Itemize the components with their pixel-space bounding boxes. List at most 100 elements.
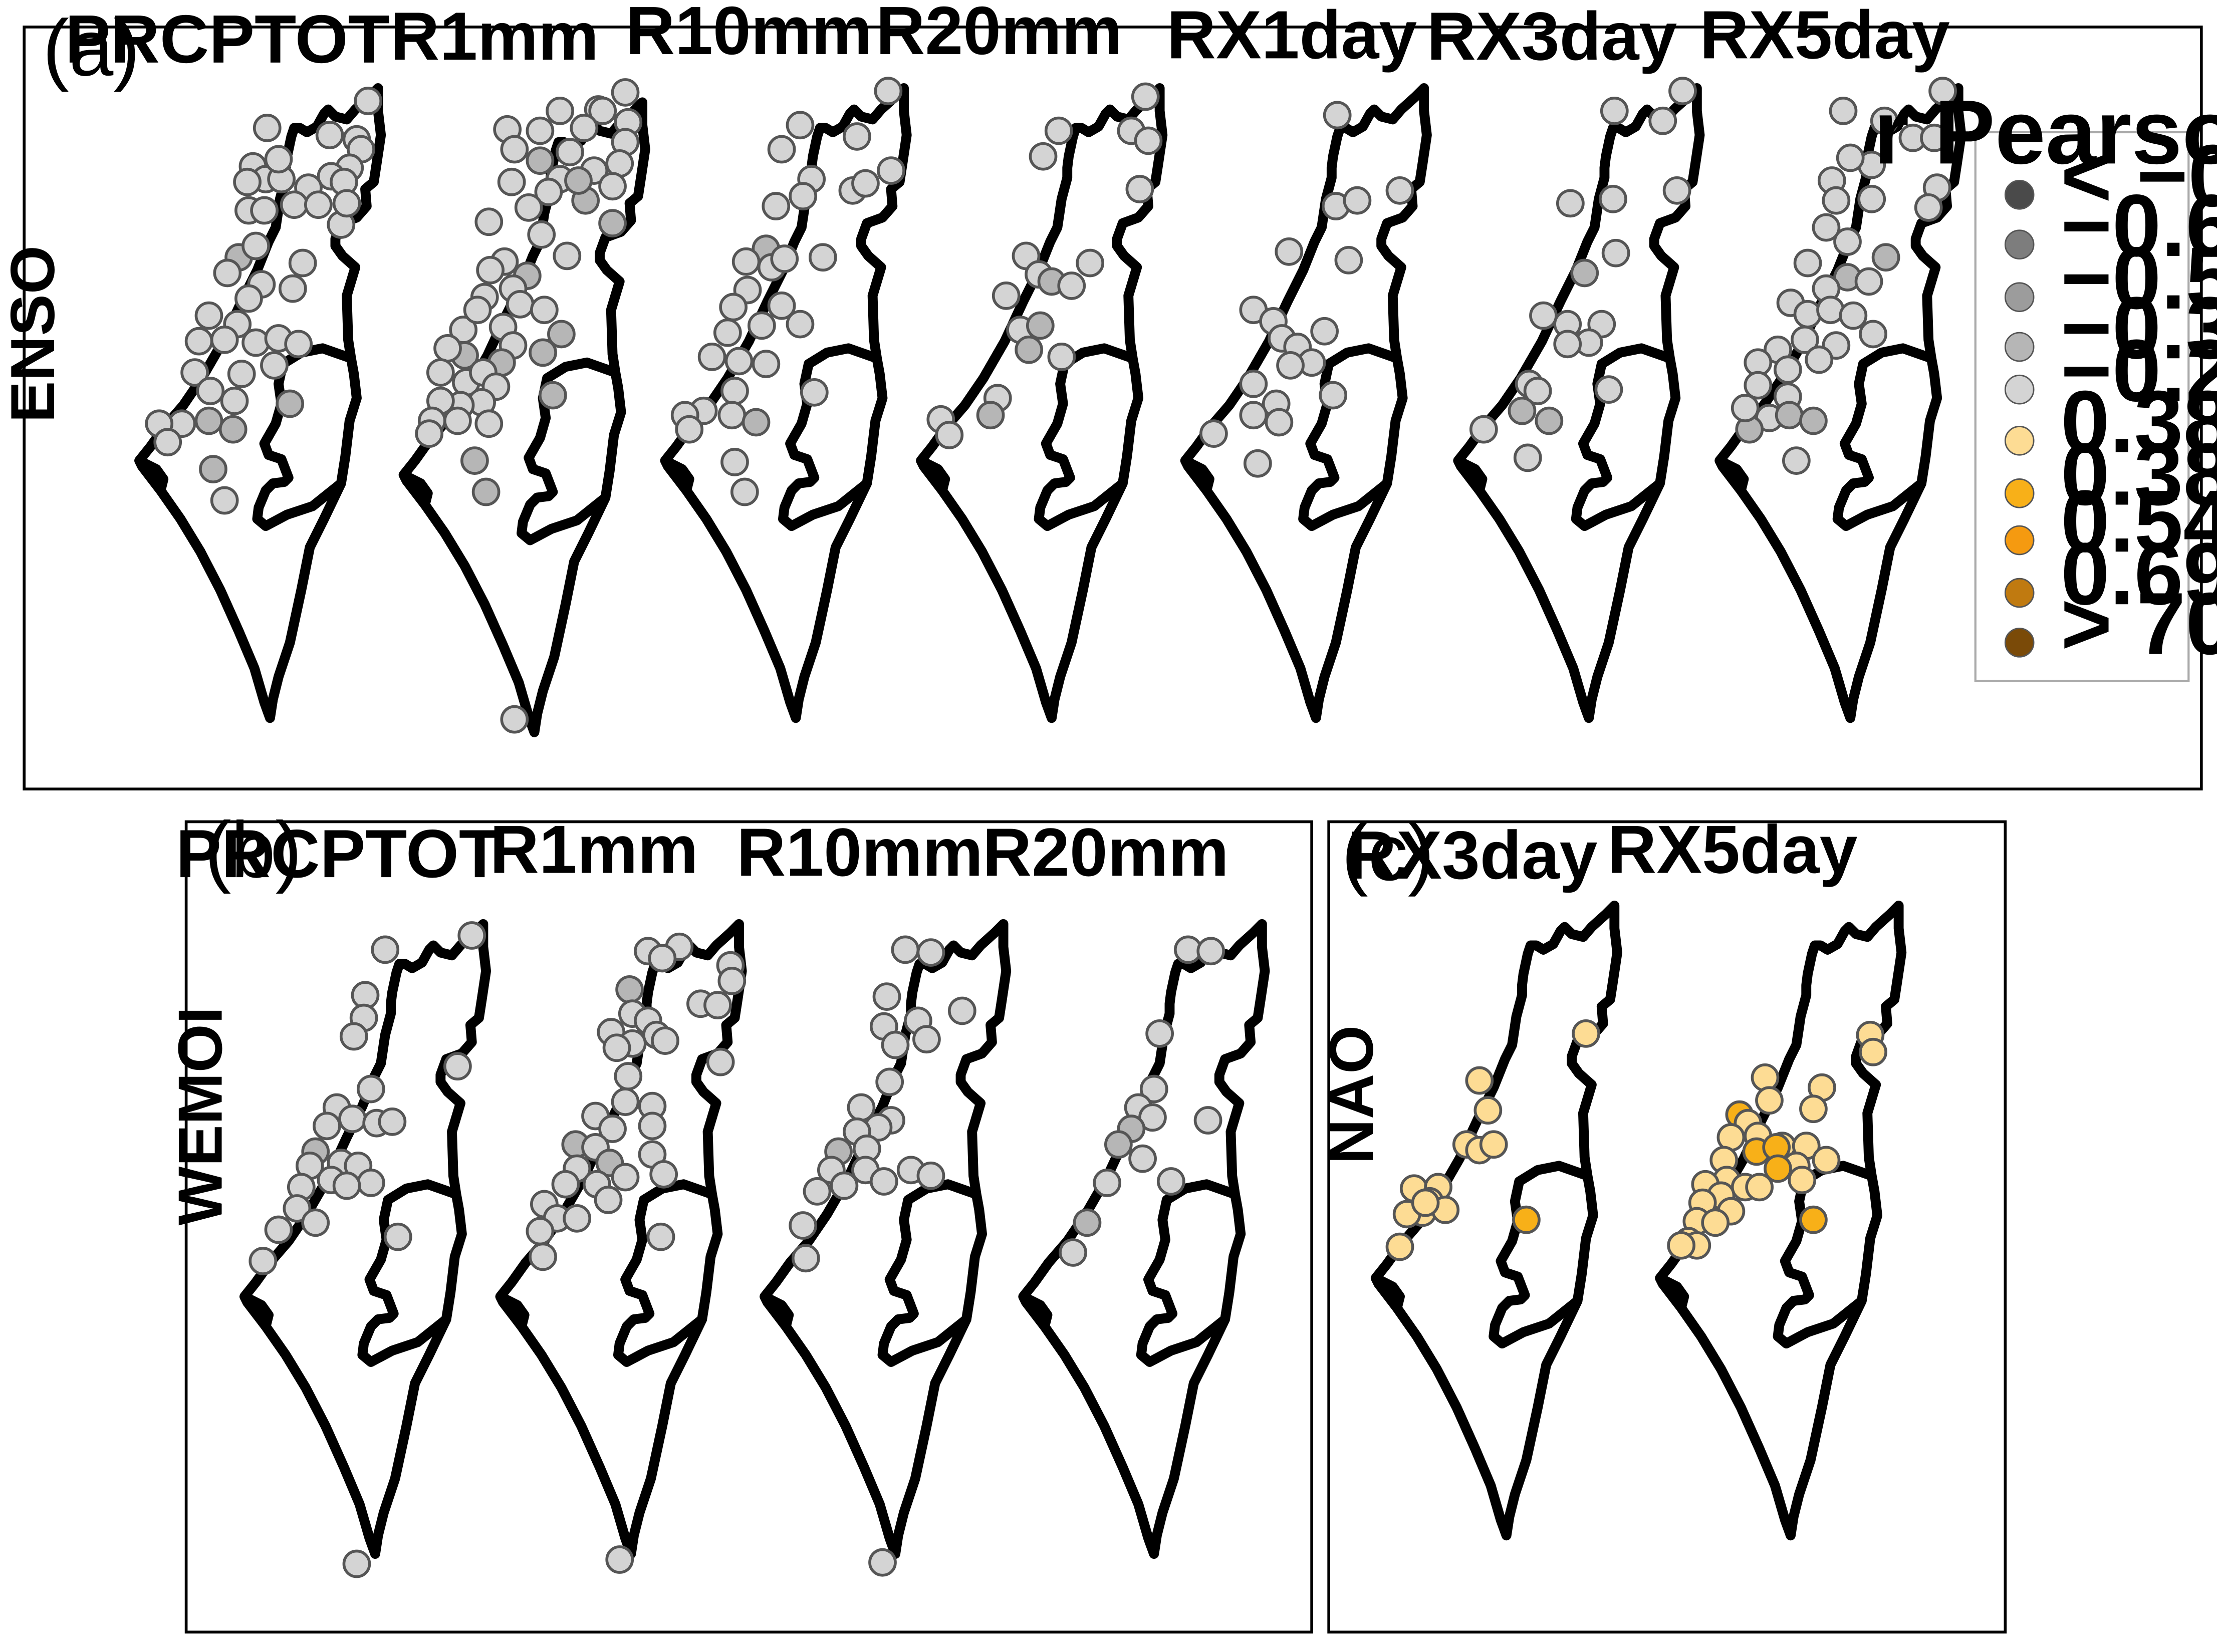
station-point [500,705,529,734]
station-point [1788,1166,1817,1195]
station-point [800,378,829,407]
panel-a-frame [23,26,2203,791]
station-point [1793,300,1822,329]
station-point [1385,176,1414,205]
station-point [789,1211,818,1240]
station-point [1047,343,1076,371]
station-point [1600,96,1629,125]
station-point [767,135,796,164]
map-a-rx1day [1185,88,1427,718]
station-point [526,1217,555,1246]
station-point [1243,449,1272,478]
map-a-r1mm [404,78,645,734]
panel-c-title-rx3day: RX3day [1347,817,1598,893]
legend-item-label: 0.38 [2061,426,2217,524]
station-point [1059,1238,1087,1267]
station-point [916,1161,945,1190]
station-point [210,325,239,354]
station-point [1805,345,1834,374]
station-point [770,244,799,273]
station-point [1731,394,1760,422]
panel-a-title-r10mm: R10mm [626,0,872,69]
station-point [1473,1096,1503,1125]
station-point [241,328,270,357]
station-point [1822,186,1851,215]
station-point [1104,1130,1133,1159]
station-point [153,428,182,457]
station-point [752,350,781,378]
station-point [1145,1019,1174,1048]
station-point [719,293,748,322]
station-point [383,1222,412,1251]
legend-swatch [2004,426,2035,456]
panel-a-title-r20mm: R20mm [876,0,1122,69]
panel-a-label: (a) [43,3,140,92]
station-point [598,172,627,201]
station-point [539,381,567,410]
station-point [1239,401,1268,430]
station-point [881,1030,910,1059]
station-point [284,330,313,359]
legend-item-label: 0.69 [2061,525,2217,623]
station-point [1782,446,1811,475]
station-point [1029,142,1058,171]
station-point [1385,1232,1414,1261]
station-point [1836,143,1865,172]
station-point [638,1112,667,1141]
station-point [1276,351,1305,380]
station-point [264,145,293,174]
station-point [304,190,333,219]
station-point [474,207,504,236]
station-point [1319,381,1348,410]
station-point [1073,1208,1102,1237]
legend-item-label: −0.54 [2061,229,2217,328]
legend-item-label: > 70 [2061,575,2217,673]
station-point [1833,227,1862,256]
station-point [803,1177,832,1206]
station-point [1572,1019,1600,1048]
legend-swatch [2004,282,2035,312]
station-point [1334,246,1363,274]
legend-swatch [2004,525,2035,556]
station-point [947,996,976,1025]
station-point [526,146,555,175]
panel-a: (a) ENSO PRCPTOT R1mm R10mm R20mm RX1day… [0,0,2217,791]
station-point [1093,1169,1122,1197]
station-point [233,167,262,196]
station-point [1156,1167,1185,1196]
station-point [1239,369,1268,398]
station-point [594,1186,623,1214]
legend-item-label: 0.38 [2061,373,2217,471]
panel-c-frame [1327,820,2007,1634]
station-point [602,1033,631,1062]
station-point [808,243,837,272]
station-point [1469,415,1498,444]
map-a-r20mm [921,82,1162,718]
panel-b-frame [184,820,1313,1634]
panel-a-title-rx3day: RX3day [1427,0,1677,74]
map-a-rx5day [1719,77,1961,718]
station-point [1774,355,1802,384]
station-point [534,177,563,206]
station-point [1535,406,1564,435]
panel-a-title-rx1day: RX1day [1167,0,1417,73]
station-point [264,1215,293,1244]
station-point [1265,408,1294,437]
station-point [869,1167,898,1196]
station-point [646,1222,675,1251]
station-point [180,358,209,387]
station-point [1859,320,1887,349]
station-point [1920,123,1948,152]
station-point [877,156,905,185]
station-point [301,1208,330,1237]
station-point [1594,375,1623,404]
station-point [570,114,599,142]
station-point [1870,106,1899,135]
station-point [1799,406,1828,435]
station-point [1275,237,1304,266]
station-point [1343,186,1372,215]
legend-swatch [2004,374,2035,405]
station-point [1310,317,1339,346]
station-point [1648,106,1677,135]
station-point [1026,311,1055,340]
